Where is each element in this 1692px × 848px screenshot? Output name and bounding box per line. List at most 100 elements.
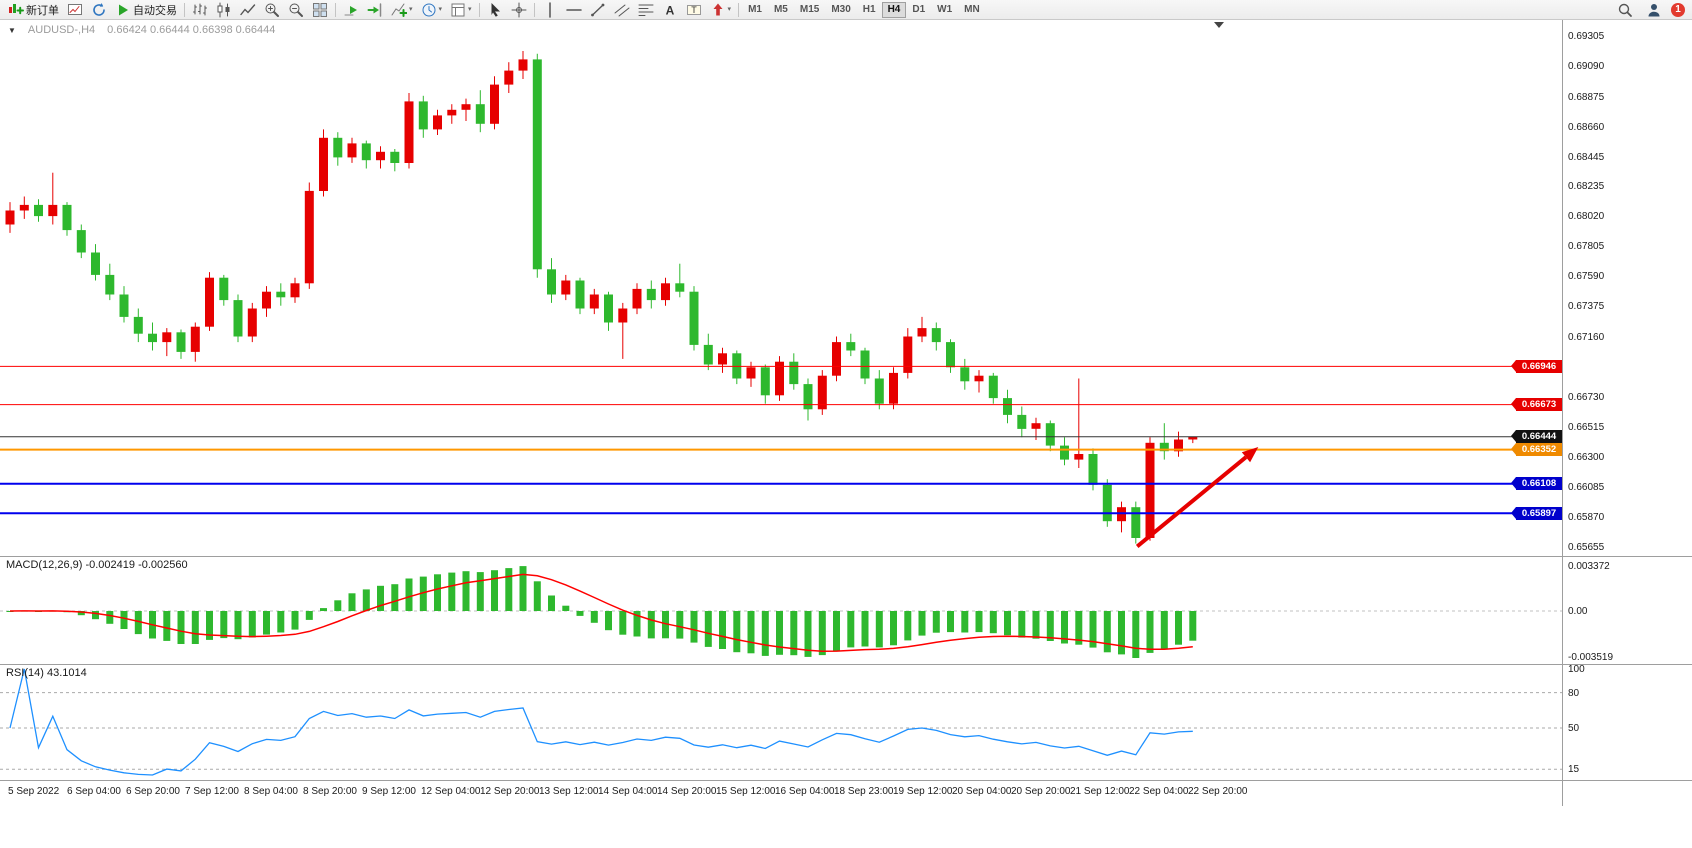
price-line-label: 0.66444 (1511, 430, 1562, 444)
timeframe-h4-button[interactable]: H4 (881, 1, 907, 18)
new-order-label: 新订单 (26, 4, 59, 17)
time-axis-label: 12 Sep 20:00 (480, 786, 540, 797)
rsi-panel[interactable] (0, 665, 1562, 780)
chart-shift-button[interactable] (363, 1, 387, 19)
timeframe-d1-button[interactable]: D1 (912, 4, 926, 15)
price-scale[interactable]: 0.69305 0.69090 0.68875 0.68660 0.68445 0.682… (1562, 20, 1692, 806)
macd-axis-tick: -0.003519 (1568, 652, 1614, 663)
line-chart-button[interactable] (236, 1, 260, 19)
chevron-down-icon: ▾ (468, 6, 472, 13)
time-axis-label: 22 Sep 20:00 (1188, 786, 1248, 797)
search-button[interactable] (1613, 1, 1637, 19)
arrow-objects-button[interactable]: ▾ (706, 1, 736, 19)
macd-indicator-label: MACD(12,26,9) -0.002419 -0.002560 (6, 559, 188, 571)
price-axis-tick: 0.66300 (1568, 451, 1605, 463)
main-price-chart[interactable] (0, 20, 1562, 557)
time-axis-label: 8 Sep 04:00 (244, 786, 298, 797)
panel-divider[interactable] (0, 556, 1692, 557)
chart-menu-arrow-icon[interactable]: ▼ (8, 25, 16, 35)
price-axis-tick: 0.68020 (1568, 211, 1605, 223)
zoom-in-button[interactable] (260, 1, 284, 19)
refresh-button[interactable] (87, 1, 111, 19)
price-axis-tick: 0.67375 (1568, 301, 1605, 313)
toolbar-right: 1 (1613, 1, 1688, 19)
text-button[interactable]: A (658, 1, 682, 19)
time-axis-label: 15 Sep 12:00 (716, 786, 776, 797)
text-label-button[interactable]: T (682, 1, 706, 19)
notification-badge[interactable]: 1 (1671, 2, 1685, 17)
time-axis-label: 9 Sep 12:00 (362, 786, 416, 797)
toolbar-separator (335, 2, 336, 17)
user-icon (1646, 2, 1662, 18)
price-axis-tick: 0.66515 (1568, 421, 1605, 433)
price-axis-tick: 0.65655 (1568, 542, 1605, 554)
macd-panel[interactable] (0, 557, 1562, 664)
timeframe-m1-button[interactable]: M1 (748, 4, 762, 15)
autotrade-icon (115, 2, 131, 18)
linechart-icon (240, 2, 256, 18)
vertical-line-button[interactable] (538, 1, 562, 19)
toolbar-separator (184, 2, 185, 17)
rsi-axis-tick: 80 (1568, 687, 1580, 699)
horizontal-line-button[interactable] (562, 1, 586, 19)
timeframe-m30-button[interactable]: M30 (831, 4, 851, 15)
chart-title: ▼ AUDUSD-,H4 0.66424 0.66444 0.66398 0.6… (8, 24, 275, 36)
indicators-button[interactable]: ▾ (387, 1, 417, 19)
price-tag-notch-icon (1511, 359, 1516, 372)
cursor-button[interactable] (483, 1, 507, 19)
timeframe-h1-button[interactable]: H1 (862, 4, 876, 15)
macd-axis-tick: 0.003372 (1568, 561, 1610, 572)
price-axis-tick: 0.67805 (1568, 241, 1605, 253)
equidistant-channel-button[interactable] (610, 1, 634, 19)
chart-area[interactable]: ▼ AUDUSD-,H4 0.66424 0.66444 0.66398 0.6… (0, 20, 1692, 848)
time-axis-label: 16 Sep 04:00 (775, 786, 835, 797)
timeframe-m5-button[interactable]: M5 (773, 4, 788, 15)
auto-trading-button[interactable]: 自动交易 (111, 1, 181, 19)
chart-shift-marker[interactable] (1214, 22, 1224, 28)
bar-chart-button[interactable] (188, 1, 212, 19)
price-axis-tick: 0.69305 (1568, 31, 1605, 43)
panel-divider[interactable] (0, 780, 1692, 781)
price-axis-tick: 0.65870 (1568, 512, 1605, 523)
macd-axis-tick: 0.00 (1568, 606, 1588, 617)
vline-icon (542, 1, 558, 18)
toolbar: 新订单 自动交易 ▾ ▾ ▾ A T ▾ M1 M5 M15 M30 H1 H4 D1 W1 MN 1 (0, 0, 1692, 20)
trend-arrow[interactable] (1135, 447, 1259, 548)
chevron-down-icon: ▾ (409, 6, 413, 13)
tile-windows-button[interactable] (308, 1, 332, 19)
timeframe-m15-button[interactable]: M15 (799, 4, 820, 15)
price-line-label: 0.66108 (1511, 477, 1562, 491)
time-scale[interactable]: 5 Sep 2022 6 Sep 04:00 6 Sep 20:00 7 Sep 12… (0, 781, 1562, 806)
templates-button[interactable]: ▾ (446, 1, 476, 19)
timeframe-mn-button[interactable]: MN (964, 4, 980, 15)
textT-icon: T (686, 2, 702, 18)
chartshift-icon (367, 2, 383, 18)
textA-icon: A (662, 2, 678, 18)
price-tag-notch-icon (1511, 477, 1516, 490)
search-icon (1617, 2, 1633, 18)
channel-icon (614, 2, 630, 18)
open-chart-button[interactable] (63, 1, 87, 19)
fibonacci-button[interactable] (634, 1, 658, 19)
new-order-button[interactable]: 新订单 (4, 1, 63, 19)
auto-scroll-button[interactable] (339, 1, 363, 19)
trend-line-button[interactable] (586, 1, 610, 19)
periods-button[interactable]: ▾ (417, 1, 447, 19)
panel-divider[interactable] (0, 664, 1692, 665)
time-axis-label: 14 Sep 20:00 (657, 786, 717, 797)
price-line-label: 0.66673 (1511, 398, 1562, 412)
crosshair-button[interactable] (507, 1, 531, 19)
candle-chart-button[interactable] (212, 1, 236, 19)
fibo-icon (638, 2, 654, 18)
price-axis-tick: 0.68660 (1568, 121, 1605, 133)
time-axis-label: 13 Sep 12:00 (539, 786, 599, 797)
time-axis-label: 18 Sep 23:00 (834, 786, 894, 797)
price-axis-tick: 0.68235 (1568, 181, 1605, 192)
user-button[interactable] (1642, 1, 1666, 19)
macd-histogram (6, 566, 1197, 658)
time-axis-label: 21 Sep 12:00 (1070, 786, 1130, 797)
rsi-axis-tick: 15 (1568, 764, 1580, 776)
zoom-out-button[interactable] (284, 1, 308, 19)
timeframe-w1-button[interactable]: W1 (937, 4, 953, 15)
